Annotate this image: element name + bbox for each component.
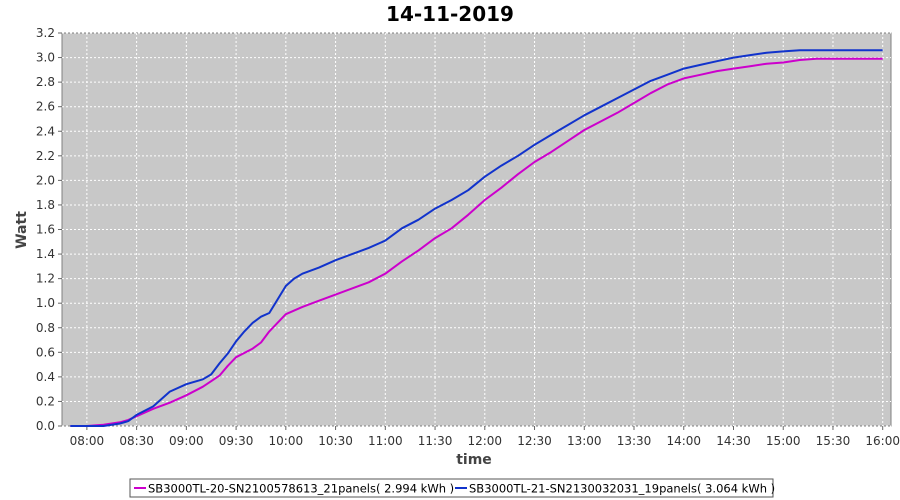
y-tick-label: 1.8 <box>36 198 55 212</box>
y-tick-label: 2.6 <box>36 100 55 114</box>
y-tick-label: 1.2 <box>36 272 55 286</box>
series-lines <box>70 49 883 427</box>
y-tick-label: 1.4 <box>36 247 55 261</box>
y-tick-label: 2.8 <box>36 75 55 89</box>
y-tick-label: 2.4 <box>36 124 55 138</box>
legend-box <box>129 478 774 498</box>
y-tick-label: 0.8 <box>36 321 55 335</box>
legend-label-1: SB3000TL-20-SN2100578613_21panels( 2.994… <box>148 482 454 496</box>
x-tick-label: 13:30 <box>617 434 652 448</box>
y-tick-label: 3.0 <box>36 51 55 65</box>
y-axis: 0.0 0.2 0.4 0.6 0.8 1.0 1.2 1.4 1.6 1.8 2.0 2.2 2.4 2… <box>36 26 62 433</box>
x-tick-label: 16:00 <box>865 434 900 448</box>
x-tick-label: 15:30 <box>816 434 851 448</box>
y-tick-label: 2.0 <box>36 173 55 187</box>
y-tick-label: 1.6 <box>36 223 55 237</box>
x-tick-label: 14:00 <box>666 434 701 448</box>
series-line-1 <box>70 57 883 427</box>
x-tick-label: 08:30 <box>119 434 154 448</box>
x-tick-label: 09:30 <box>219 434 254 448</box>
y-tick-label: 2.2 <box>36 149 55 163</box>
y-axis-label: Watt <box>14 211 30 249</box>
y-tick-label: 0.0 <box>36 419 55 433</box>
x-tick-label: 11:00 <box>368 434 403 448</box>
y-tick-label: 1.0 <box>36 296 55 310</box>
x-tick-label: 12:30 <box>517 434 552 448</box>
legend-label-2: SB3000TL-21-SN2130032031_19panels( 3.064… <box>469 482 775 496</box>
y-tick-label: 3.2 <box>36 26 55 40</box>
x-tick-label: 15:00 <box>766 434 801 448</box>
y-tick-label: 0.4 <box>36 370 55 384</box>
x-tick-label: 08:00 <box>70 434 105 448</box>
x-tick-label: 14:30 <box>716 434 751 448</box>
x-tick-label: 10:00 <box>269 434 304 448</box>
x-tick-label: 11:30 <box>418 434 453 448</box>
x-tick-label: 12:00 <box>467 434 502 448</box>
x-tick-label: 09:00 <box>169 434 204 448</box>
series-line-2 <box>70 49 883 427</box>
grid <box>62 32 891 427</box>
plot-area <box>61 32 892 427</box>
x-tick-label: 13:00 <box>567 434 602 448</box>
x-axis-label: time <box>456 452 492 468</box>
y-tick-label: 0.2 <box>36 394 55 408</box>
y-tick-label: 0.6 <box>36 345 55 359</box>
legend: SB3000TL-20-SN2100578613_21panels( 2.994… <box>129 478 775 498</box>
x-axis: 08:00 08:30 09:00 09:30 10:00 10:30 11:00 11:30… <box>70 426 900 448</box>
x-tick-label: 10:30 <box>318 434 353 448</box>
chart-title: 14-11-2019 <box>386 2 514 26</box>
